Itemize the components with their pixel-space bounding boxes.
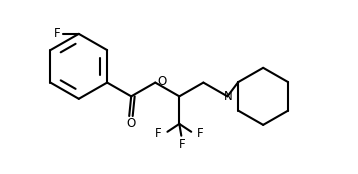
Text: N: N: [224, 90, 233, 103]
Text: O: O: [126, 117, 135, 130]
Text: F: F: [54, 27, 60, 40]
Text: F: F: [155, 127, 162, 140]
Text: F: F: [197, 127, 203, 140]
Text: O: O: [158, 75, 167, 88]
Text: F: F: [179, 138, 185, 151]
